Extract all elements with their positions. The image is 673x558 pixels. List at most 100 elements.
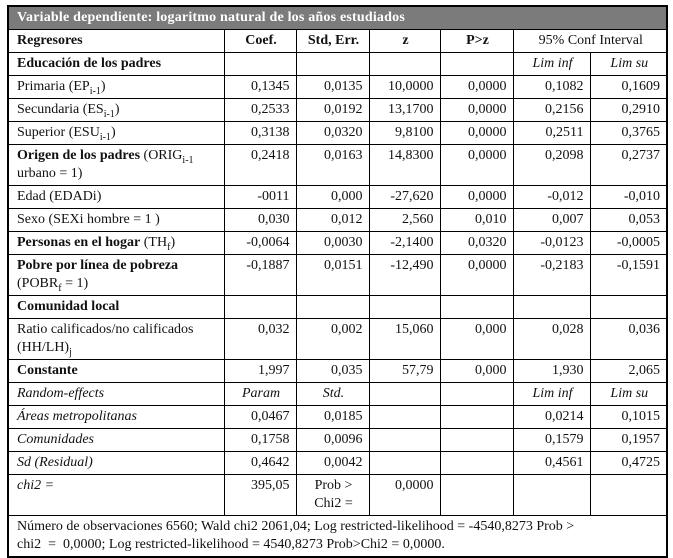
row-label: Sd (Residual) <box>7 451 225 475</box>
std-err-cell: 0,0096 <box>295 428 370 452</box>
p-cell <box>439 451 514 475</box>
row-label: Sexo (SEXi hombre = 1 ) <box>7 208 225 232</box>
p-cell: 0,0000 <box>439 98 514 122</box>
lim-inf-cell: 0,1579 <box>512 428 591 452</box>
row-label: Comunidades <box>7 428 225 452</box>
column-header-row: Regresores Coef. Std, Err. z P>z 95% Con… <box>7 29 668 53</box>
coef-cell: 0,032 <box>223 318 297 360</box>
lim-su-cell: -0,1591 <box>589 254 668 296</box>
lim-inf-cell: 0,1082 <box>512 75 591 99</box>
z-cell <box>368 52 441 76</box>
table-row-constante: Constante 1,997 0,035 57,79 0,000 1,930 … <box>7 359 668 383</box>
coef-cell: 0,2418 <box>223 144 297 186</box>
std-err-cell: 0,0151 <box>295 254 370 296</box>
std-err-cell: Std. <box>295 382 370 406</box>
lim-su-cell: 0,1957 <box>589 428 668 452</box>
table-row-educacion-padres: Educación de los padres Lim inf Lim su <box>7 52 668 76</box>
lim-inf-cell <box>512 295 591 319</box>
coef-cell: 0,1345 <box>223 75 297 99</box>
lim-su-cell: 0,4725 <box>589 451 668 475</box>
std-err-cell: 0,035 <box>295 359 370 383</box>
column-header-p: P>z <box>439 29 514 53</box>
row-label: Áreas metropolitanas <box>7 405 225 429</box>
p-cell: 0,0000 <box>439 185 514 209</box>
z-cell: 57,79 <box>368 359 441 383</box>
coef-cell: 0,3138 <box>223 121 297 145</box>
footer-note: Número de observaciones 6560; Wald chi2 … <box>7 515 668 558</box>
lim-su-cell: 0,053 <box>589 208 668 232</box>
table-row-sd-residual: Sd (Residual) 0,4642 0,0042 0,4561 0,472… <box>7 451 668 475</box>
coef-cell <box>223 295 297 319</box>
column-header-regresores: Regresores <box>7 29 225 53</box>
lim-inf-cell: 0,4561 <box>512 451 591 475</box>
lim-inf-cell: Lim inf <box>512 52 591 76</box>
coef-cell: 0,1758 <box>223 428 297 452</box>
z-cell: 10,0000 <box>368 75 441 99</box>
std-err-cell <box>295 52 370 76</box>
std-err-cell: 0,0185 <box>295 405 370 429</box>
title-row: Variable dependiente: logaritmo natural … <box>7 5 668 30</box>
z-cell: 9,8100 <box>368 121 441 145</box>
z-cell: 15,060 <box>368 318 441 360</box>
z-cell <box>368 451 441 475</box>
z-cell: 0,0000 <box>368 474 441 516</box>
coef-cell: 1,997 <box>223 359 297 383</box>
std-err-cell: 0,000 <box>295 185 370 209</box>
row-label: Primaria (EPi-1) <box>7 75 225 99</box>
row-label: Superior (ESUi-1) <box>7 121 225 145</box>
lim-inf-cell: Lim inf <box>512 382 591 406</box>
table-row-sexo: Sexo (SEXi hombre = 1 ) 0,030 0,012 2,56… <box>7 208 668 232</box>
table-row-superior: Superior (ESUi-1) 0,3138 0,0320 9,8100 0… <box>7 121 668 145</box>
lim-inf-cell <box>512 474 591 516</box>
dependent-variable-title: Variable dependiente: logaritmo natural … <box>7 5 668 30</box>
z-cell: 14,8300 <box>368 144 441 186</box>
coef-cell: 0,030 <box>223 208 297 232</box>
p-cell: 0,010 <box>439 208 514 232</box>
table-row-areas-metropolitanas: Áreas metropolitanas 0,0467 0,0185 0,021… <box>7 405 668 429</box>
p-cell: 0,000 <box>439 359 514 383</box>
table-row-random-effects: Random-effects Param Std. Lim inf Lim su <box>7 382 668 406</box>
z-cell: -2,1400 <box>368 231 441 255</box>
std-err-cell: 0,0163 <box>295 144 370 186</box>
z-cell: -27,620 <box>368 185 441 209</box>
p-cell: 0,0000 <box>439 121 514 145</box>
column-header-std-err: Std, Err. <box>295 29 370 53</box>
lim-inf-cell: -0,012 <box>512 185 591 209</box>
row-label: chi2 = <box>7 474 225 516</box>
std-err-cell <box>295 295 370 319</box>
z-cell: 2,560 <box>368 208 441 232</box>
coef-cell: 0,2533 <box>223 98 297 122</box>
p-cell: 0,000 <box>439 318 514 360</box>
lim-su-cell: 0,2910 <box>589 98 668 122</box>
table-row-comunidades: Comunidades 0,1758 0,0096 0,1579 0,1957 <box>7 428 668 452</box>
coef-cell: -0011 <box>223 185 297 209</box>
std-err-cell: 0,0042 <box>295 451 370 475</box>
page: Variable dependiente: logaritmo natural … <box>7 5 669 558</box>
table-row-pobre: Pobre por línea de pobreza (POBRf = 1) -0… <box>7 254 668 296</box>
lim-su-cell <box>589 474 668 516</box>
lim-su-cell: 0,1609 <box>589 75 668 99</box>
z-cell <box>368 295 441 319</box>
coef-cell: 0,0467 <box>223 405 297 429</box>
row-label: Educación de los padres <box>7 52 225 76</box>
table-row-secundaria: Secundaria (ESi-1) 0,2533 0,0192 13,1700… <box>7 98 668 122</box>
p-cell <box>439 405 514 429</box>
lim-su-cell: 2,065 <box>589 359 668 383</box>
lim-su-cell: 0,2737 <box>589 144 668 186</box>
column-header-conf-interval: 95% Conf Interval <box>512 29 668 53</box>
coef-cell: 0,4642 <box>223 451 297 475</box>
lim-inf-cell: 0,0214 <box>512 405 591 429</box>
column-header-z: z <box>368 29 441 53</box>
lim-su-cell: Lim su <box>589 382 668 406</box>
coef-cell <box>223 52 297 76</box>
table-row-primaria: Primaria (EPi-1) 0,1345 0,0135 10,0000 0… <box>7 75 668 99</box>
row-label: Comunidad local <box>7 295 225 319</box>
row-label: Secundaria (ESi-1) <box>7 98 225 122</box>
row-label: Random-effects <box>7 382 225 406</box>
std-err-cell: 0,0192 <box>295 98 370 122</box>
z-cell: -12,490 <box>368 254 441 296</box>
z-cell <box>368 428 441 452</box>
std-err-cell: 0,0030 <box>295 231 370 255</box>
row-label: Constante <box>7 359 225 383</box>
lim-su-cell <box>589 295 668 319</box>
